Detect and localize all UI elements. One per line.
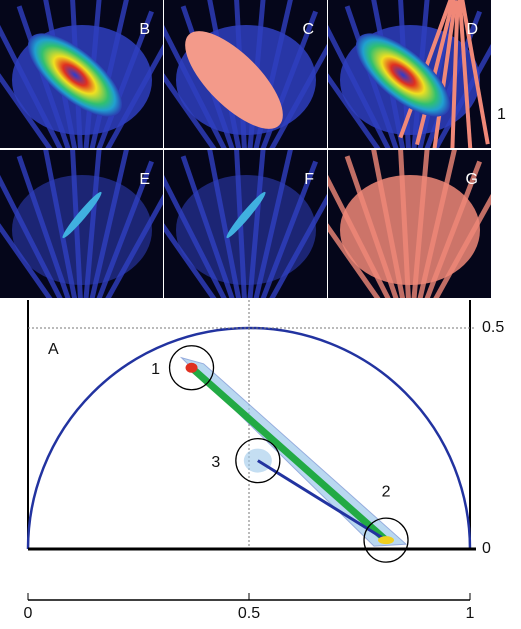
panel-label: D xyxy=(466,21,478,38)
tissue xyxy=(340,175,480,285)
panel-label: E xyxy=(139,171,150,188)
panel-label: G xyxy=(466,171,478,188)
hotspot xyxy=(186,363,198,373)
figure: B C D E F G 1 0 0.5 1 0 0.5 A 1 2 3 xyxy=(0,0,521,624)
x-tick-label: 0 xyxy=(24,605,33,622)
cluster-label: 3 xyxy=(211,454,220,471)
cluster-label: 2 xyxy=(382,483,391,500)
panel-label: A xyxy=(48,341,59,358)
trajectory-green xyxy=(192,368,386,540)
image-panel: F xyxy=(138,140,339,343)
panel-label: B xyxy=(139,21,150,38)
image-panel: E xyxy=(0,140,176,343)
hotspot xyxy=(378,536,394,544)
phasor-plot: 0 0.5 1 0 0.5 A 1 2 3 xyxy=(24,300,505,622)
panel-label: C xyxy=(302,21,314,38)
image-panels: B C D E F G xyxy=(0,0,504,343)
row-label: 1 xyxy=(497,106,506,123)
y-tick-label: 0 xyxy=(482,540,491,557)
image-panel: G xyxy=(302,140,503,343)
panel-label: F xyxy=(304,171,314,188)
x-tick-label: 0.5 xyxy=(238,605,260,622)
tissue xyxy=(176,175,316,285)
x-tick-label: 1 xyxy=(466,605,475,622)
cluster-label: 1 xyxy=(151,361,160,378)
tissue xyxy=(12,175,152,285)
y-tick-label: 0.5 xyxy=(482,319,504,336)
